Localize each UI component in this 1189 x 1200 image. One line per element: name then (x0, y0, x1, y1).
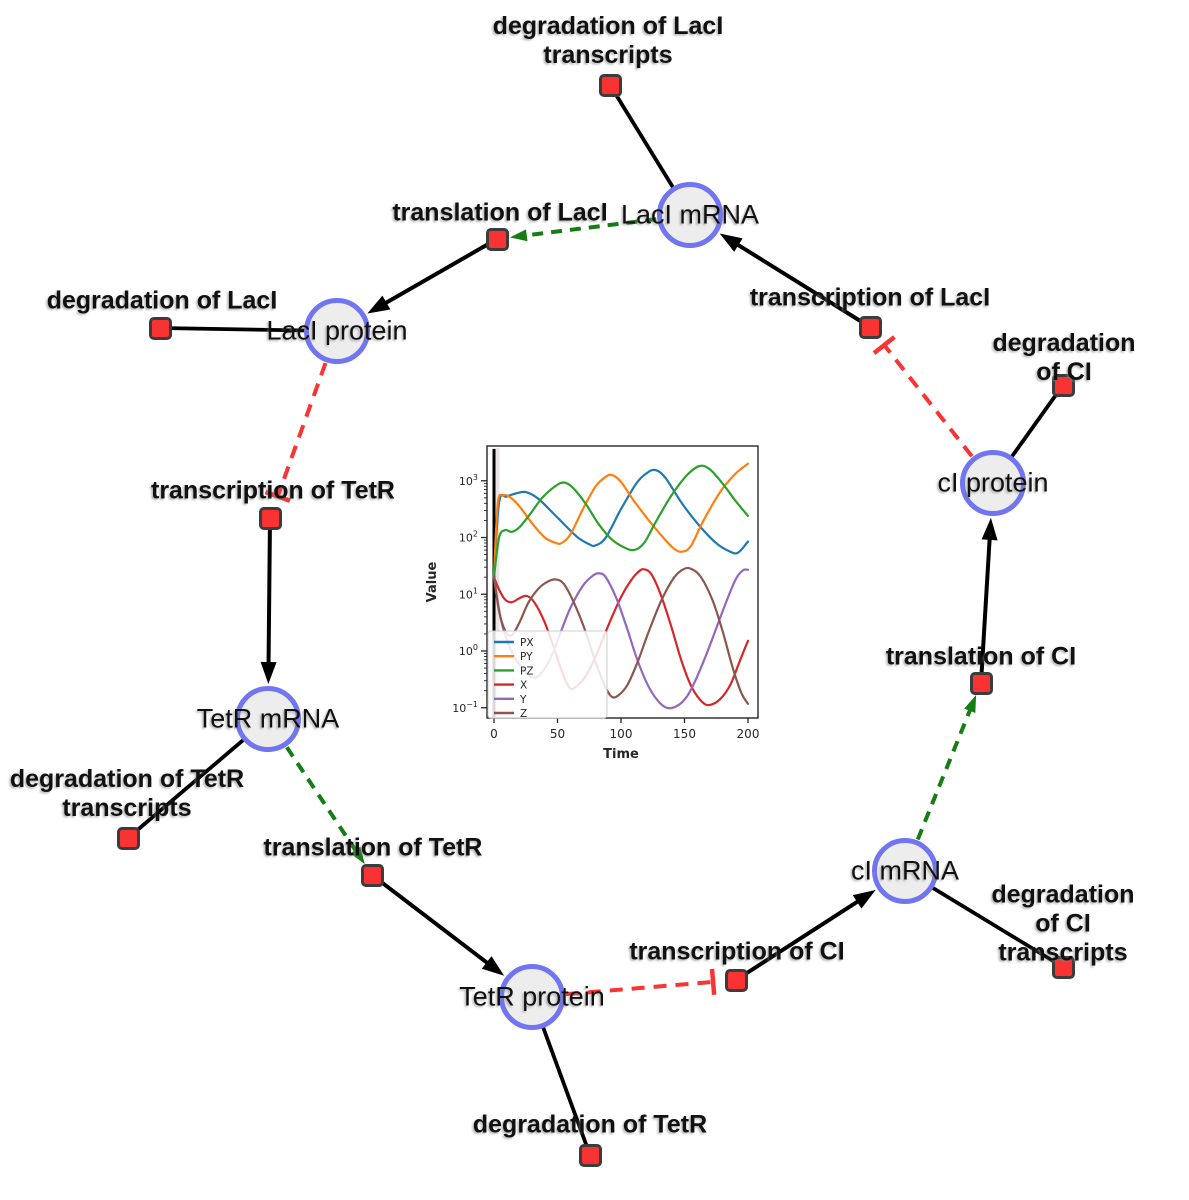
reaction-label-tx-laci: transcription of LacI (749, 283, 991, 312)
reaction-label-tx-ci: transcription of CI (629, 937, 845, 966)
x-axis-label: Time (603, 747, 639, 762)
x-tick-label: 200 (737, 727, 760, 741)
species-node-ci-protein[interactable] (960, 450, 1026, 516)
reaction-label-transl-tetr: translation of TetR (263, 833, 483, 862)
reaction-label-transl-ci: translation of CI (885, 642, 1077, 671)
species-label-ci-protein: cI protein (937, 467, 1049, 498)
reaction-node-tx-laci[interactable] (858, 315, 882, 339)
edge-ci-protein-tx-laci (872, 335, 974, 458)
edge-ci-mrna-transl-ci (915, 695, 977, 841)
reaction-label-tx-tetr: transcription of TetR (151, 476, 395, 505)
reaction-node-tx-tetr[interactable] (258, 506, 282, 530)
legend-label-PY: PY (520, 651, 533, 663)
edge-tetr-mrna-transl-tetr (285, 746, 365, 865)
reaction-label-deg-laci-tx: degradation of LacI transcripts (492, 12, 724, 69)
reaction-node-transl-ci[interactable] (969, 671, 993, 695)
reaction-label-deg-laci: degradation of LacI (46, 286, 278, 315)
reaction-node-deg-laci-tx[interactable] (598, 73, 622, 97)
y-tick-label: 101 (459, 586, 478, 601)
species-node-ci-mrna[interactable] (872, 838, 938, 904)
species-label-laci-mrna: LacI mRNA (620, 199, 760, 230)
legend-label-PZ: PZ (520, 665, 534, 677)
species-node-laci-protein[interactable] (304, 298, 370, 364)
species-label-ci-mrna: cI mRNA (851, 855, 959, 886)
legend-label-Z: Z (520, 708, 527, 720)
y-tick-label: 103 (459, 473, 478, 488)
edge-transl-laci-laci-protein (367, 237, 498, 314)
edge-transl-tetr-tetr-protein (370, 873, 505, 976)
species-node-laci-mrna[interactable] (657, 182, 723, 248)
edge-tx-laci-laci-mrna (719, 233, 872, 329)
reaction-label-deg-tetr-tx: degradation of TetR transcripts (9, 765, 245, 822)
species-node-tetr-mrna[interactable] (235, 686, 301, 752)
reaction-node-deg-tetr-tx[interactable] (116, 826, 140, 850)
reaction-node-deg-laci[interactable] (148, 316, 172, 340)
edge-transl-ci-ci-protein (979, 517, 998, 684)
x-tick-label: 150 (673, 727, 696, 741)
y-tick-label: 102 (459, 530, 478, 545)
edge-tx-tetr-tetr-mrna (260, 517, 277, 685)
species-node-tetr-protein[interactable] (499, 964, 565, 1030)
chart-series-Z (492, 566, 750, 705)
y-tick-label: 10−1 (452, 700, 478, 715)
chart-series-PY (492, 462, 750, 579)
edge-tx-ci-ci-mrna (734, 889, 876, 982)
chart-series-PZ (492, 464, 750, 579)
reaction-label-deg-ci-tx: degradation of CI transcripts (991, 880, 1135, 967)
reaction-node-deg-ci-tx[interactable] (1051, 955, 1075, 979)
legend-box (487, 630, 608, 719)
legend-label-Y: Y (519, 694, 527, 706)
y-tick-label: 100 (459, 643, 478, 658)
x-tick-label: 0 (490, 727, 498, 741)
x-tick-label: 100 (610, 727, 633, 741)
legend-label-X: X (520, 680, 527, 692)
reaction-node-deg-tetr[interactable] (578, 1143, 602, 1167)
x-tick-label: 50 (550, 727, 565, 741)
reaction-node-transl-laci[interactable] (485, 227, 509, 251)
species-label-laci-protein: LacI protein (266, 315, 408, 346)
chart-legend: PX PY PZ XYZ (487, 630, 608, 720)
edge-laci-protein-tx-tetr (264, 362, 328, 503)
reaction-label-deg-ci: degradation of CI (992, 329, 1136, 386)
reaction-node-tx-ci[interactable] (724, 968, 748, 992)
y-axis-label: Value (425, 561, 440, 602)
reaction-node-transl-tetr[interactable] (360, 863, 384, 887)
chart-series-PX (492, 468, 750, 579)
edge-laci-mrna-transl-laci (509, 217, 657, 242)
edge-tetr-protein-tx-ci (565, 968, 717, 997)
chart-series-X (492, 568, 750, 707)
chart-frame (486, 445, 759, 719)
legend-label-PX: PX (520, 637, 534, 649)
reaction-label-deg-tetr: degradation of TetR (472, 1110, 708, 1139)
species-label-tetr-mrna: TetR mRNA (196, 703, 340, 734)
reaction-label-transl-laci: translation of LacI (392, 198, 608, 227)
species-label-tetr-protein: TetR protein (459, 981, 605, 1012)
reaction-node-deg-ci[interactable] (1051, 373, 1075, 397)
